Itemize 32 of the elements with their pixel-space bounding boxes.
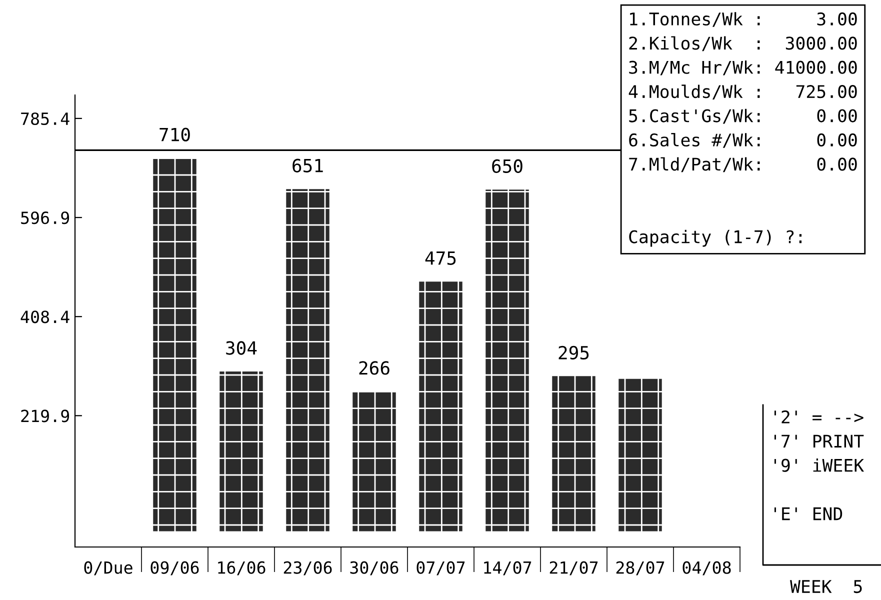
text: WEEK 5 (790, 580, 862, 594)
y-tick-label: 596.9 (21, 212, 70, 224)
data-label: 651 (292, 158, 323, 172)
y-tick-label: 219.9 (21, 410, 70, 422)
bar (153, 158, 196, 532)
text: '2' = --> '7' PRINT '9' iWEEK 'E' END (774, 410, 864, 520)
bar (220, 371, 263, 532)
x-tick-label: 16/06 (218, 561, 266, 576)
x-tick-label: 14/07 (484, 561, 532, 576)
x-tick-label: 07/07 (416, 561, 465, 576)
y-tick-label: 785.4 (21, 112, 70, 126)
data-label: 710 (160, 128, 190, 142)
x-tick-label: 28/07 (616, 561, 664, 576)
bar (552, 376, 596, 532)
data-label: 304 (226, 341, 257, 355)
x-tick-label: 21/07 (550, 561, 598, 576)
bar (618, 378, 662, 532)
x-tick-label: 23/06 (284, 561, 332, 576)
data-label: 295 (558, 346, 589, 360)
bar (419, 282, 462, 532)
x-tick-label: 0/Due (84, 561, 132, 576)
x-tick-label: 30/06 (350, 561, 398, 576)
x-tick-label: 09/06 (150, 561, 199, 576)
data-label: 475 (425, 252, 456, 265)
bar (352, 391, 396, 532)
bar (286, 189, 330, 532)
data-label: 650 (492, 159, 522, 173)
text: 1.Tonnes/Wk : 3.00 2.Kilos/Wk : 3000.00 3.M/Mc Hr/Wk: 41000.00 4.Moulds/Wk : 725.00 5.Cast'Gs/Wk: 0.00 6.Sales #/Wk: 0.00 7.Mld/Pat/Wk: 0.00 Capacity (1-7) ?: (628, 12, 857, 247)
x-tick-label: 04/08 (682, 561, 731, 576)
y-tick-label: 408.4 (20, 310, 70, 324)
data-label: 266 (359, 361, 390, 375)
bar (486, 190, 529, 532)
